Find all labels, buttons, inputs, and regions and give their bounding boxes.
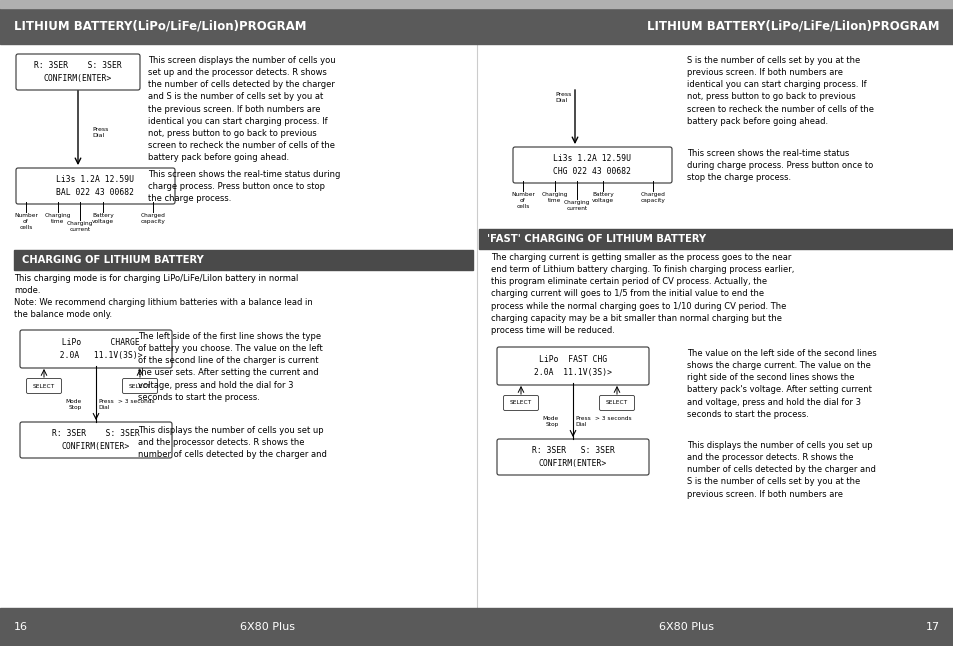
- Text: Charging
time: Charging time: [45, 213, 71, 224]
- FancyBboxPatch shape: [16, 168, 174, 204]
- Text: R: 3SER    S: 3SER
CONFIRM(ENTER>: R: 3SER S: 3SER CONFIRM(ENTER>: [52, 429, 140, 451]
- Text: The charging current is getting smaller as the process goes to the near
end term: The charging current is getting smaller …: [491, 253, 794, 335]
- Text: 16: 16: [14, 622, 28, 632]
- Text: Press
Dial: Press Dial: [575, 416, 590, 427]
- Text: The value on the left side of the second lines
shows the charge current. The val: The value on the left side of the second…: [686, 349, 876, 419]
- FancyBboxPatch shape: [16, 54, 140, 90]
- FancyBboxPatch shape: [20, 330, 172, 368]
- FancyBboxPatch shape: [598, 395, 634, 410]
- Bar: [0, 0, 953, 8]
- Text: This displays the number of cells you set up
and the processor detects. R shows : This displays the number of cells you se…: [686, 441, 875, 499]
- Text: This displays the number of cells you set up
and the processor detects. R shows : This displays the number of cells you se…: [138, 426, 327, 459]
- Text: > 3 seconds: > 3 seconds: [118, 399, 154, 404]
- Text: SELECT: SELECT: [605, 401, 627, 406]
- Text: Charging
current: Charging current: [563, 200, 590, 211]
- Text: Charged
capacity: Charged capacity: [639, 192, 665, 203]
- Text: This charging mode is for charging LiPo/LiFe/LiIon battery in normal
mode.
Note:: This charging mode is for charging LiPo/…: [14, 274, 313, 320]
- FancyBboxPatch shape: [513, 147, 671, 183]
- Text: Li3s 1.2A 12.59U
CHG 022 43 00682: Li3s 1.2A 12.59U CHG 022 43 00682: [553, 154, 631, 176]
- FancyBboxPatch shape: [122, 379, 157, 393]
- Text: Press
Dial: Press Dial: [555, 92, 571, 103]
- Text: LiPo      CHARGE
  2.0A   11.1V(3S)>: LiPo CHARGE 2.0A 11.1V(3S)>: [50, 339, 142, 360]
- Text: R: 3SER   S: 3SER
CONFIRM(ENTER>: R: 3SER S: 3SER CONFIRM(ENTER>: [531, 446, 614, 468]
- Bar: [476, 44, 953, 608]
- Bar: [478, 229, 953, 249]
- FancyBboxPatch shape: [497, 347, 648, 385]
- Text: Number
of
cells: Number of cells: [14, 213, 38, 229]
- Text: Mode
Stop: Mode Stop: [542, 416, 558, 427]
- Text: Battery
voltage: Battery voltage: [91, 213, 114, 224]
- Bar: [0, 44, 476, 608]
- Text: LITHIUM BATTERY(LiPo/LiFe/LiIon)PROGRAM: LITHIUM BATTERY(LiPo/LiFe/LiIon)PROGRAM: [14, 19, 306, 32]
- Text: Press
Dial: Press Dial: [91, 127, 109, 138]
- Text: 6X80 Plus: 6X80 Plus: [239, 622, 294, 632]
- Text: Press
Dial: Press Dial: [98, 399, 113, 410]
- Text: Li3s 1.2A 12.59U
BAL 022 43 00682: Li3s 1.2A 12.59U BAL 022 43 00682: [56, 175, 134, 197]
- Text: Charging
time: Charging time: [541, 192, 568, 203]
- Text: 17: 17: [925, 622, 939, 632]
- FancyBboxPatch shape: [20, 422, 172, 458]
- Text: SELECT: SELECT: [129, 384, 151, 388]
- FancyBboxPatch shape: [497, 439, 648, 475]
- Text: S is the number of cells set by you at the
previous screen. If both numbers are
: S is the number of cells set by you at t…: [686, 56, 873, 126]
- Text: Number
of
cells: Number of cells: [511, 192, 535, 209]
- Bar: [0, 608, 953, 646]
- Text: This screen shows the real-time status
during charge process. Press button once : This screen shows the real-time status d…: [686, 149, 872, 182]
- Text: This screen shows the real-time status during
charge process. Press button once : This screen shows the real-time status d…: [148, 170, 340, 203]
- FancyBboxPatch shape: [503, 395, 537, 410]
- Text: SELECT: SELECT: [33, 384, 55, 388]
- Bar: [14, 250, 473, 270]
- Text: 'FAST' CHARGING OF LITHIUM BATTERY: 'FAST' CHARGING OF LITHIUM BATTERY: [486, 234, 705, 244]
- Text: Mode
Stop: Mode Stop: [66, 399, 82, 410]
- Text: SELECT: SELECT: [510, 401, 532, 406]
- Text: R: 3SER    S: 3SER
CONFIRM(ENTER>: R: 3SER S: 3SER CONFIRM(ENTER>: [34, 61, 122, 83]
- Text: The left side of the first line shows the type
of battery you choose. The value : The left side of the first line shows th…: [138, 332, 322, 402]
- Text: > 3 seconds: > 3 seconds: [595, 416, 631, 421]
- Text: Charging
current: Charging current: [67, 221, 93, 232]
- Text: LITHIUM BATTERY(LiPo/LiFe/LiIon)PROGRAM: LITHIUM BATTERY(LiPo/LiFe/LiIon)PROGRAM: [647, 19, 939, 32]
- Text: This screen displays the number of cells you
set up and the processor detects. R: This screen displays the number of cells…: [148, 56, 335, 162]
- Text: 6X80 Plus: 6X80 Plus: [659, 622, 714, 632]
- Text: LiPo  FAST CHG
2.0A  11.1V(3S)>: LiPo FAST CHG 2.0A 11.1V(3S)>: [534, 355, 612, 377]
- Text: Charged
capacity: Charged capacity: [140, 213, 165, 224]
- FancyBboxPatch shape: [27, 379, 61, 393]
- Text: CHARGING OF LITHIUM BATTERY: CHARGING OF LITHIUM BATTERY: [22, 255, 204, 265]
- Bar: [0, 8, 953, 44]
- Text: Battery
voltage: Battery voltage: [591, 192, 614, 203]
